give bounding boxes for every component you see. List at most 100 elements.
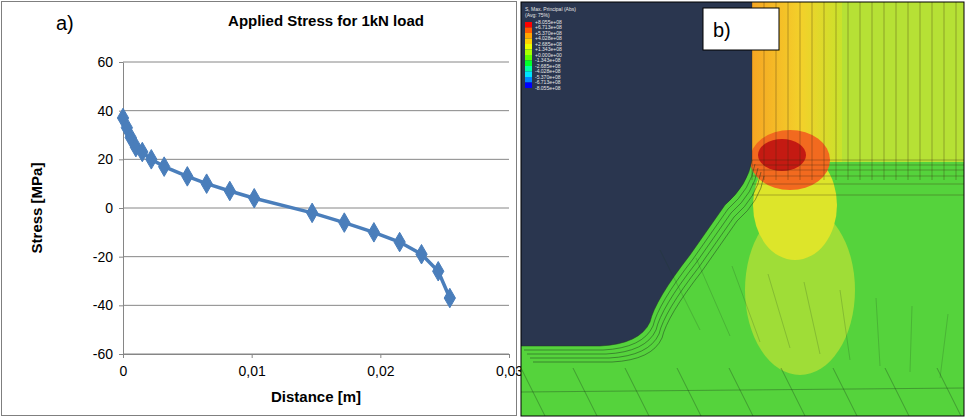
axis-line (124, 354, 510, 355)
panel-a-frame (2, 2, 517, 416)
mesh-line (677, 368, 701, 416)
tick: 20 (97, 151, 123, 167)
mesh-line (752, 195, 964, 196)
tick-mark (119, 257, 123, 258)
plot-area (117, 108, 455, 308)
mesh-line (729, 368, 753, 416)
data-point (444, 288, 455, 308)
mesh-line (660, 250, 700, 330)
legend-swatch (525, 61, 532, 66)
mesh-line (956, 2, 957, 180)
chart-title: Applied Stress for 1kN load (228, 12, 424, 29)
mesh-line (884, 2, 885, 180)
legend-swatch (525, 49, 532, 55)
legend-swatch (525, 66, 532, 72)
data-point (201, 174, 212, 194)
mesh-line (696, 258, 730, 336)
tick-label: 0 (105, 200, 113, 216)
y-axis-title: Stress [MPa] (28, 163, 45, 254)
mesh-line (521, 160, 752, 346)
tick-label: 40 (97, 103, 113, 119)
tick-label: 0,03 (496, 363, 523, 379)
data-point (182, 167, 193, 187)
grid-line (123, 208, 509, 209)
mesh-line (944, 2, 945, 180)
data-point (159, 157, 170, 177)
tick: -40 (93, 297, 123, 313)
panel-b-frame (521, 2, 964, 416)
mesh-line (788, 2, 789, 180)
grid (123, 62, 509, 354)
tick: -60 (93, 346, 123, 362)
panel-label: a) (56, 12, 74, 34)
tick-label: 0 (120, 363, 128, 379)
mesh-line (521, 388, 964, 392)
fea-image (521, 2, 964, 416)
grid-line (123, 159, 509, 160)
tick: 0,02 (367, 354, 394, 379)
tick-mark (509, 354, 510, 358)
mesh-line (840, 290, 850, 360)
mesh-line (804, 282, 820, 354)
legend-swatch (525, 77, 532, 83)
mesh-line (530, 172, 761, 358)
grid-line (123, 256, 509, 257)
mesh-line (752, 176, 964, 177)
mesh-line (800, 2, 801, 180)
mesh-line (732, 266, 760, 342)
data-line (123, 118, 450, 298)
mesh-line (833, 368, 857, 416)
mesh-line (752, 170, 964, 171)
legend-swatch (525, 27, 532, 33)
mesh-line (524, 164, 755, 350)
legend-swatch (525, 83, 532, 88)
mesh-line (625, 368, 649, 416)
data-point (339, 213, 350, 233)
tick-mark (119, 159, 123, 160)
mesh-line (908, 2, 909, 180)
tick-label: -60 (93, 346, 113, 362)
tick-mark (123, 354, 124, 358)
tick-label: -20 (93, 249, 113, 265)
tick-label: 20 (97, 151, 113, 167)
mesh-line (836, 2, 837, 180)
tick-label: 0,01 (239, 363, 266, 379)
panel-label: b) (713, 19, 731, 41)
tick: 0 (105, 200, 123, 216)
mesh-line (824, 2, 825, 180)
tick-mark (119, 208, 123, 209)
figure: -60-40-20020406000,010,020,03Applied Str… (0, 0, 966, 418)
legend-swatch (525, 33, 532, 38)
tick-mark (119, 305, 123, 306)
x-axis: 0 0,01 0,02 0,03 (120, 354, 524, 379)
contour-zone (758, 139, 806, 171)
data-point (368, 223, 379, 243)
mesh-line (910, 306, 912, 372)
tick-label: -40 (93, 297, 113, 313)
tick-mark (380, 354, 381, 358)
grid-line (123, 354, 509, 355)
data-point (433, 262, 444, 282)
mesh-line (920, 2, 921, 180)
x-axis-title: Distance [m] (271, 388, 361, 405)
data-point (249, 189, 260, 209)
mesh-line (527, 168, 758, 354)
tick: -20 (93, 249, 123, 265)
panel-b-label-box (703, 8, 779, 50)
legend-swatch (525, 72, 532, 77)
legend-swatch (525, 38, 532, 44)
mesh-line (848, 2, 849, 180)
tick: 0,03 (496, 354, 523, 379)
data-point (224, 181, 235, 201)
grid-line (123, 110, 509, 111)
mesh-line (876, 298, 880, 366)
data-point (307, 203, 318, 223)
mesh-line (940, 314, 948, 378)
tick-label: 0,02 (367, 363, 394, 379)
legend-swatch (525, 55, 532, 61)
tick: 0,01 (239, 354, 266, 379)
axis-line (123, 63, 124, 355)
data-point (394, 232, 405, 252)
mesh-line (533, 176, 764, 362)
mesh-line (752, 165, 964, 166)
